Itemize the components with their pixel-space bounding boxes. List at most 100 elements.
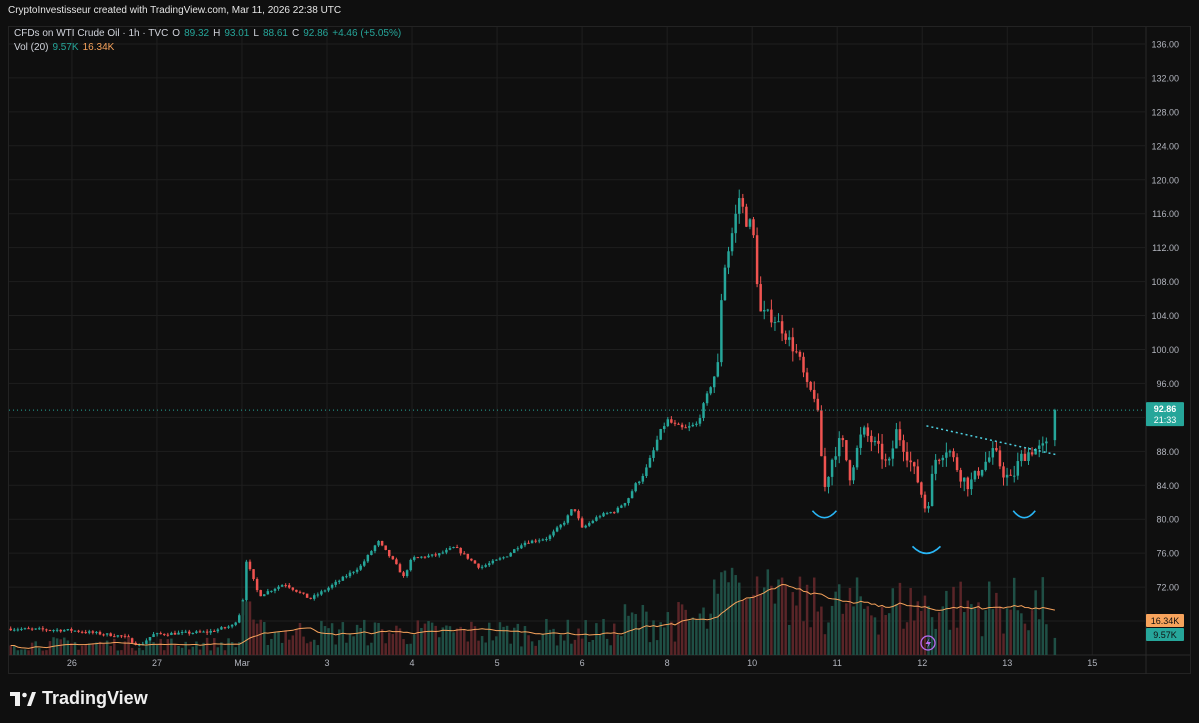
candle-body	[291, 587, 295, 590]
candle	[830, 458, 834, 486]
volume-bar	[912, 620, 916, 655]
tradingview-brand[interactable]: TradingView	[10, 688, 148, 709]
volume-bar	[270, 638, 273, 655]
volume-bar	[930, 617, 934, 655]
candle-body	[1041, 443, 1045, 446]
volume-bar	[16, 650, 20, 655]
candle	[220, 626, 223, 630]
candle-body	[937, 459, 941, 461]
volume-bar	[520, 646, 523, 655]
y-tick-label: 84.00	[1156, 481, 1179, 491]
candle	[95, 630, 98, 635]
volume-bar	[959, 581, 962, 655]
candle	[20, 627, 23, 631]
candle-body	[352, 571, 355, 573]
volume-bar	[127, 637, 130, 655]
volume-bar	[1023, 623, 1027, 655]
candle-body	[584, 525, 587, 528]
volume-bar	[655, 640, 659, 655]
candle	[377, 540, 380, 548]
candle	[373, 544, 377, 554]
candle	[270, 590, 273, 593]
volume-bar	[923, 595, 927, 655]
volume-bar	[30, 642, 34, 655]
candle	[259, 589, 262, 597]
volume-bar	[45, 650, 48, 655]
volume-bar	[66, 640, 70, 655]
volume-bar	[163, 650, 166, 655]
candle	[455, 544, 459, 549]
volume-bar	[791, 592, 795, 655]
volume-label[interactable]: Vol (20)	[14, 42, 49, 53]
volume-bar	[284, 630, 287, 655]
volume-bar	[495, 636, 498, 655]
candle-body	[659, 429, 662, 440]
volume-bar	[316, 645, 320, 655]
candle	[862, 425, 866, 438]
candle-body	[766, 309, 770, 311]
x-tick-label: 15	[1087, 658, 1097, 668]
volume-bar	[545, 618, 548, 655]
candle	[855, 445, 859, 470]
volume-bar	[295, 629, 298, 655]
candle	[359, 564, 362, 571]
volume-bar	[812, 577, 816, 655]
candle	[438, 552, 441, 558]
candle-body	[66, 629, 70, 631]
candle	[980, 469, 984, 478]
candle-body	[16, 629, 20, 631]
candle-body	[27, 628, 30, 630]
volume-bar	[391, 633, 395, 655]
candle-body	[327, 587, 330, 591]
candle	[102, 633, 105, 637]
candle-body	[338, 580, 341, 582]
candle	[584, 524, 587, 529]
candle-body	[91, 631, 95, 633]
volume-bar	[787, 624, 791, 655]
candle	[213, 629, 216, 632]
volume-bar	[88, 643, 91, 655]
volume-bar	[416, 620, 420, 655]
volume-tag-bg	[1146, 628, 1184, 641]
candle	[609, 511, 612, 514]
candle	[823, 447, 827, 492]
candle	[730, 227, 734, 256]
candle-body	[862, 427, 866, 435]
candle	[402, 570, 405, 578]
candle-body	[473, 560, 477, 564]
candle	[970, 472, 973, 496]
candle	[620, 504, 623, 509]
y-tick-label: 100.00	[1151, 345, 1179, 355]
candle-body	[677, 423, 680, 425]
candle	[598, 514, 602, 519]
volume-bar	[784, 584, 787, 655]
volume-bar	[309, 641, 312, 655]
candle	[305, 593, 309, 598]
volume-bar	[327, 628, 330, 655]
candle-body	[827, 476, 830, 487]
volume-bar	[691, 617, 695, 655]
candle-body	[102, 634, 105, 636]
candle-body	[130, 638, 134, 643]
volume-bar	[705, 628, 709, 655]
candle	[562, 520, 566, 527]
volume-bar	[916, 601, 920, 655]
volume-bar	[652, 620, 655, 655]
symbol-name[interactable]: CFDs on WTI Crude Oil · 1h · TVC	[14, 28, 169, 39]
volume-bar	[880, 606, 884, 655]
volume-bar	[9, 645, 12, 655]
candle-body	[845, 440, 848, 461]
candle	[209, 628, 212, 635]
candle-body	[20, 628, 23, 630]
candle-body	[945, 452, 948, 458]
x-tick-label: 27	[152, 658, 162, 668]
candle-body	[313, 595, 316, 599]
candle-body	[398, 564, 402, 573]
candle	[91, 630, 95, 635]
candle-body	[741, 198, 745, 207]
volume-bar	[138, 647, 141, 655]
candle-body	[452, 547, 455, 549]
volume-bar	[870, 615, 873, 655]
candle	[1020, 450, 1023, 467]
